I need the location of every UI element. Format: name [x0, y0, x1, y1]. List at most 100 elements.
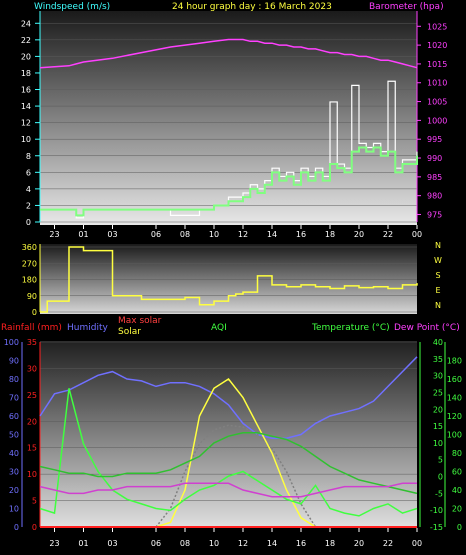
- rain-tick-label-6: 30: [27, 364, 37, 373]
- wind-time-label-9: 18: [325, 230, 335, 239]
- weather-panel-background: [40, 341, 417, 528]
- wind-tick-label-2: 4: [26, 185, 31, 194]
- temp-tick-label-5: 10: [433, 439, 443, 448]
- rain-tick-label-3: 15: [27, 444, 37, 453]
- rain-tick-label-1: 5: [32, 497, 37, 506]
- weather-time-label-6: 12: [238, 539, 248, 548]
- aqi-tick-label-3: 60: [452, 468, 462, 477]
- temp-tick-label-0: -15: [430, 523, 443, 532]
- baro-tick-label-2: 985: [427, 173, 442, 182]
- wind-avg-line: [40, 146, 418, 217]
- humidity-tick-label-2: 20: [9, 486, 19, 495]
- rain-tick-label-2: 10: [27, 470, 37, 479]
- wind-tick-label-1: 2: [26, 201, 31, 210]
- compass-label-3: E: [435, 286, 440, 295]
- weather-time-label-11: 22: [383, 539, 393, 548]
- direction-line: [40, 246, 418, 313]
- dir-tick-label-0: 0: [32, 308, 37, 317]
- baro-tick-label-3: 990: [427, 154, 442, 163]
- humidity-tick-label-10: 100: [4, 338, 19, 347]
- humidity-line: [39, 356, 418, 439]
- humidity-tick-label-8: 80: [9, 375, 19, 384]
- wind-time-label-3: 06: [151, 230, 161, 239]
- wind-time-label-10: 20: [354, 230, 364, 239]
- wind-tick-label-9: 18: [21, 69, 31, 78]
- temp-tick-label-6: 15: [433, 422, 443, 431]
- wind-time-label-5: 10: [209, 230, 219, 239]
- wind-tick-label-6: 12: [21, 119, 31, 128]
- baro-tick-label-7: 1010: [427, 79, 447, 88]
- temp-tick-label-4: 5: [438, 456, 443, 465]
- windspeed-axis-title: Windspeed (m/s): [34, 2, 110, 12]
- weather-time-label-12: 00: [412, 539, 422, 548]
- weather-time-label-1: 01: [78, 539, 88, 548]
- legend-rainfall: Rainfall (mm): [1, 323, 62, 333]
- weather-time-label-9: 18: [325, 539, 335, 548]
- humidity-tick-label-9: 90: [9, 357, 19, 366]
- temp-tick-label-7: 20: [433, 405, 443, 414]
- wind-time-label-1: 01: [78, 230, 88, 239]
- baro-tick-label-5: 1000: [427, 116, 447, 125]
- aqi-tick-label-4: 80: [452, 449, 462, 458]
- wind-tick-label-10: 20: [21, 52, 31, 61]
- baro-tick-label-9: 1020: [427, 41, 447, 50]
- compass-label-2: S: [435, 271, 440, 280]
- dir-tick-label-3: 270: [22, 259, 37, 268]
- baro-tick-label-0: 975: [427, 210, 442, 219]
- baro-tick-label-1: 980: [427, 192, 442, 201]
- weather-time-label-7: 14: [267, 539, 277, 548]
- legend-solar: Solar: [118, 327, 141, 337]
- legend-dew-point: Dew Point (°C): [394, 323, 460, 333]
- legend-max-solar: Max solar: [118, 316, 162, 326]
- aqi-tick-label-1: 20: [452, 505, 462, 514]
- rain-tick-label-4: 20: [27, 417, 37, 426]
- compass-label-1: W: [434, 256, 442, 265]
- aqi-tick-label-7: 140: [447, 394, 462, 403]
- wind-time-label-0: 23: [49, 230, 59, 239]
- rain-tick-label-5: 25: [27, 391, 37, 400]
- rain-tick-label-0: 0: [32, 523, 37, 532]
- wind-time-label-6: 12: [238, 230, 248, 239]
- weather-time-label-10: 20: [354, 539, 364, 548]
- dir-tick-label-4: 360: [22, 243, 37, 252]
- temp-tick-label-9: 30: [433, 372, 443, 381]
- aqi-line: [39, 388, 418, 517]
- humidity-tick-label-0: 0: [14, 523, 19, 532]
- baro-tick-label-4: 995: [427, 135, 442, 144]
- wind-panel-background: [40, 11, 417, 225]
- temp-tick-label-8: 25: [433, 388, 443, 397]
- legend-aqi: AQI: [211, 323, 227, 333]
- wind-time-label-4: 08: [180, 230, 190, 239]
- aqi-tick-label-8: 160: [447, 375, 462, 384]
- wind-time-label-7: 14: [267, 230, 277, 239]
- humidity-tick-label-1: 10: [9, 505, 19, 514]
- wind-time-label-8: 16: [296, 230, 306, 239]
- aqi-tick-label-2: 40: [452, 486, 462, 495]
- temp-tick-label-2: -5: [435, 489, 443, 498]
- wind-tick-label-12: 24: [21, 19, 31, 28]
- humidity-tick-label-5: 50: [9, 431, 19, 440]
- weather-time-label-3: 06: [151, 539, 161, 548]
- temp-tick-label-1: -10: [430, 506, 443, 515]
- temp-tick-label-3: 0: [438, 473, 443, 482]
- aqi-tick-label-9: 180: [447, 357, 462, 366]
- wind-tick-label-5: 10: [21, 135, 31, 144]
- wind-time-label-2: 03: [107, 230, 117, 239]
- aqi-tick-label-5: 100: [447, 431, 462, 440]
- legend-humidity: Humidity: [67, 323, 108, 333]
- baro-tick-label-10: 1025: [427, 22, 447, 31]
- wind-time-label-11: 22: [383, 230, 393, 239]
- barometer-line: [39, 38, 418, 69]
- dew-point-line: [39, 482, 417, 498]
- humidity-tick-label-7: 70: [9, 394, 19, 403]
- rain-tick-label-7: 35: [27, 338, 37, 347]
- wind-tick-label-7: 14: [21, 102, 31, 111]
- weather-time-label-4: 08: [180, 539, 190, 548]
- wind-tick-label-11: 22: [21, 36, 31, 45]
- direction-panel-background: [40, 244, 417, 314]
- legend-temperature: Temperature (°C): [311, 323, 390, 333]
- wind-tick-label-8: 16: [21, 86, 31, 95]
- temperature-line: [39, 432, 418, 495]
